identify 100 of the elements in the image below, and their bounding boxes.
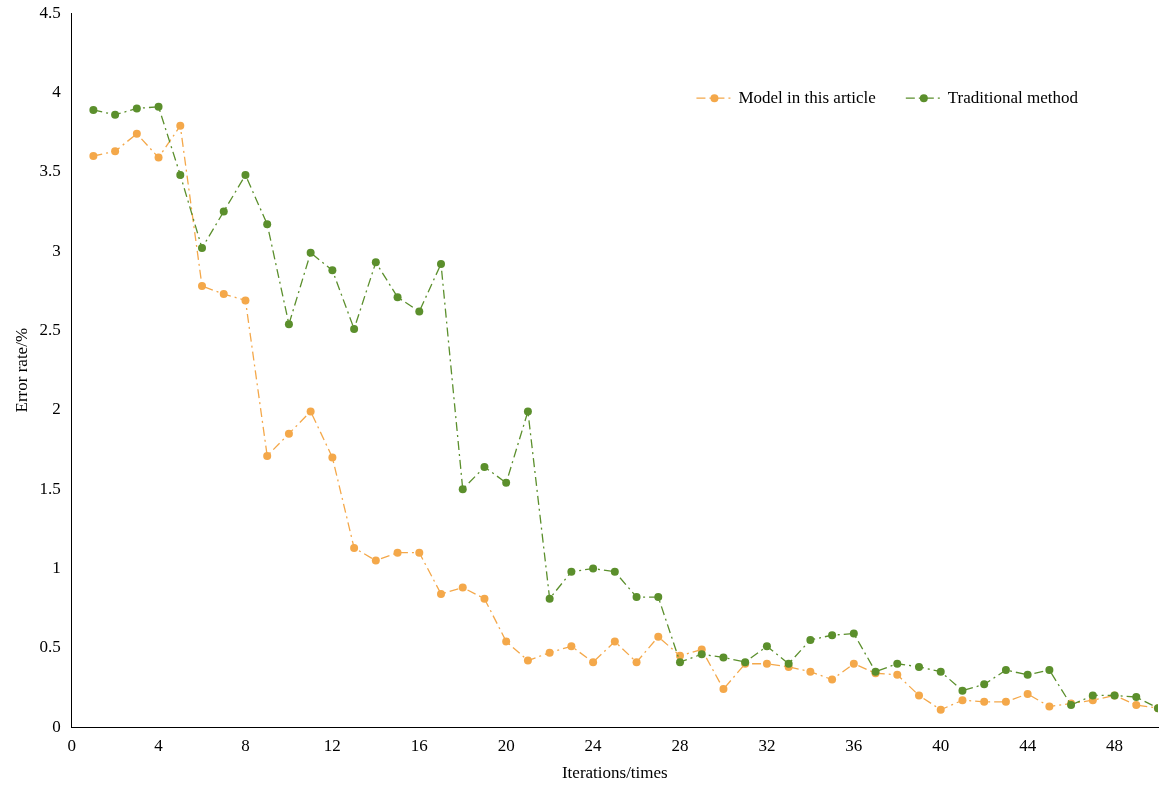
point <box>632 658 641 667</box>
legend-label: Traditional method <box>947 87 1079 107</box>
point <box>1001 697 1010 706</box>
legend-label: Model in this article <box>738 87 876 107</box>
x-tick-label: 0 <box>67 735 76 755</box>
point <box>567 567 576 576</box>
point <box>632 593 641 602</box>
point <box>958 696 967 705</box>
point <box>132 129 141 138</box>
x-axis-title: Iterations/times <box>561 763 668 783</box>
x-tick-label: 16 <box>410 735 428 755</box>
y-axis-title: Error rate/% <box>11 327 31 413</box>
point <box>980 697 989 706</box>
point <box>263 220 272 229</box>
point <box>610 567 619 576</box>
point <box>198 244 207 253</box>
point <box>1001 666 1010 675</box>
point <box>328 266 337 275</box>
point <box>89 105 98 114</box>
point <box>502 478 511 487</box>
y-tick-label: 3.5 <box>39 161 61 181</box>
point <box>545 594 554 603</box>
point <box>480 594 489 603</box>
point <box>523 656 532 665</box>
point <box>111 110 120 119</box>
point <box>111 147 120 156</box>
x-tick-label: 44 <box>1019 735 1037 755</box>
point <box>219 207 228 216</box>
point <box>1132 693 1141 702</box>
point <box>1132 700 1141 709</box>
point <box>198 282 207 291</box>
x-tick-label: 36 <box>845 735 863 755</box>
y-tick-label: 0.5 <box>39 637 61 657</box>
point <box>567 642 576 651</box>
point <box>176 171 185 180</box>
point <box>89 152 98 160</box>
x-tick-label: 48 <box>1106 735 1124 755</box>
point <box>915 691 923 700</box>
x-tick-label: 40 <box>932 735 950 755</box>
x-tick-label: 24 <box>584 735 603 755</box>
y-tick-label: 2.5 <box>39 320 61 339</box>
x-tick-label: 28 <box>671 735 689 755</box>
y-tick-label: 2 <box>52 399 61 419</box>
point <box>849 659 858 668</box>
point <box>936 705 945 714</box>
x-tick-label: 32 <box>758 735 776 755</box>
x-tick-label: 4 <box>154 735 164 755</box>
point <box>415 548 424 557</box>
point <box>437 589 446 598</box>
point <box>154 153 163 162</box>
y-tick-label: 3 <box>52 240 61 260</box>
x-tick-label: 12 <box>323 735 341 755</box>
point <box>545 648 554 657</box>
x-tick-label: 20 <box>497 735 515 755</box>
point <box>371 556 380 565</box>
point <box>719 685 728 694</box>
point <box>241 171 250 180</box>
point <box>762 642 771 651</box>
point <box>762 659 771 668</box>
point <box>371 258 380 267</box>
point <box>328 453 337 462</box>
point <box>828 631 837 640</box>
point <box>828 675 837 684</box>
point <box>350 324 359 333</box>
point <box>306 407 315 416</box>
point <box>480 462 489 471</box>
point <box>654 632 663 641</box>
point <box>350 543 359 552</box>
point <box>1023 670 1032 679</box>
point <box>849 629 858 638</box>
point <box>154 102 163 111</box>
point <box>306 248 315 257</box>
point <box>1045 666 1054 675</box>
point <box>241 296 250 305</box>
point <box>806 635 815 644</box>
point <box>980 680 989 689</box>
point <box>458 583 467 592</box>
point <box>393 293 402 302</box>
y-tick-label: 1 <box>52 558 61 577</box>
point <box>893 659 902 668</box>
point <box>1045 702 1054 711</box>
point <box>523 407 532 416</box>
y-tick-label: 4 <box>52 82 62 101</box>
y-tick-label: 4.5 <box>39 2 61 22</box>
point <box>132 104 141 113</box>
point <box>176 121 185 130</box>
point <box>219 290 228 299</box>
y-tick-label: 0 <box>52 716 61 736</box>
point <box>915 662 923 671</box>
point <box>284 429 293 438</box>
point <box>719 653 728 662</box>
point <box>958 686 967 695</box>
point <box>1023 689 1032 698</box>
point <box>458 485 467 494</box>
point <box>697 650 706 659</box>
point <box>437 259 446 268</box>
point <box>936 667 945 676</box>
point <box>284 320 293 329</box>
point <box>893 670 902 679</box>
point <box>654 593 663 602</box>
